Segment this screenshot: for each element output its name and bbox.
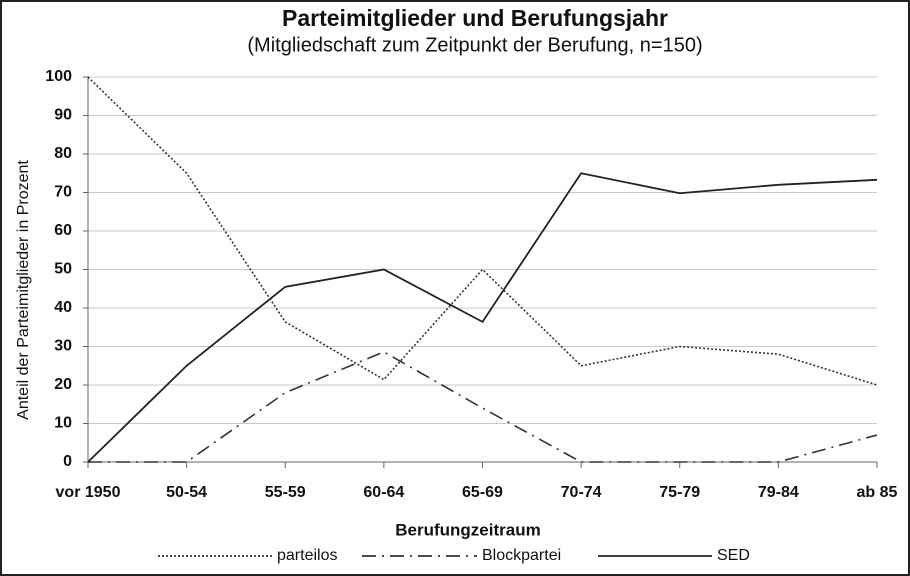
y-tick-label: 60 — [54, 222, 72, 239]
legend-label: parteilos — [277, 547, 337, 564]
series-line — [87, 76, 878, 386]
x-tick-label: 75-79 — [659, 484, 700, 501]
chart-subtitle: (Mitgliedschaft zum Zeitpunkt der Berufu… — [247, 34, 702, 56]
chart-title: Parteimitglieder und Berufungsjahr — [282, 5, 668, 31]
legend-label: SED — [717, 547, 750, 564]
y-tick-label: 10 — [54, 415, 72, 432]
y-axis-title: Anteil der Parteimitglieder in Prozent — [15, 160, 32, 420]
x-tick-label: 70-74 — [561, 484, 602, 501]
x-tick-label: 60-64 — [363, 484, 404, 501]
y-tick-label: 70 — [54, 184, 72, 201]
x-tick-label: ab 85 — [857, 484, 898, 501]
x-axis-title: Berufungzeitraum — [395, 520, 540, 539]
y-tick-label: 0 — [63, 453, 72, 470]
y-tick-label: 90 — [54, 107, 72, 124]
x-tick-label: 65-69 — [462, 484, 503, 501]
series-line — [87, 172, 878, 463]
y-tick-label: 50 — [54, 261, 72, 278]
y-tick-label: 30 — [54, 338, 72, 355]
y-tick-label: 100 — [45, 68, 72, 85]
x-tick-label: 50-54 — [166, 484, 207, 501]
legend-label: Blockpartei — [482, 547, 561, 564]
y-tick-label: 40 — [54, 299, 72, 316]
x-tick-label: 55-59 — [265, 484, 306, 501]
x-tick-label: vor 1950 — [56, 484, 121, 501]
y-tick-label: 20 — [54, 376, 72, 393]
x-tick-label: 79-84 — [758, 484, 799, 501]
y-tick-label: 80 — [54, 145, 72, 162]
